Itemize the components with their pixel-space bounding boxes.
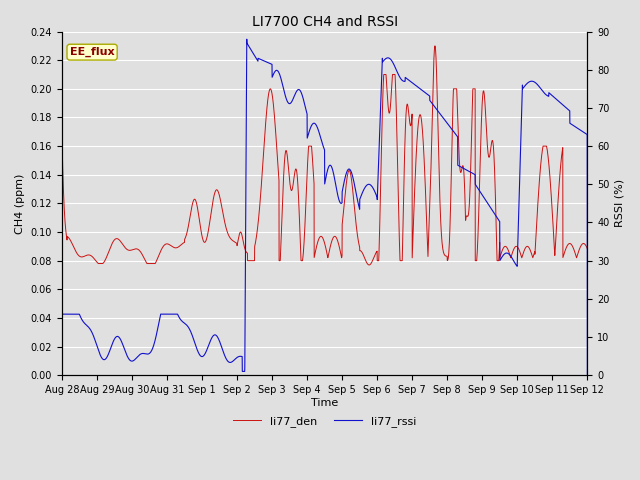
li77_rssi xyxy=(440,116,447,121)
li77_den xyxy=(365,262,373,268)
li77_rssi xyxy=(58,313,66,319)
li77_rssi xyxy=(243,36,251,42)
li77_rssi xyxy=(541,91,549,97)
li77_den xyxy=(568,242,575,248)
li77_rssi xyxy=(584,372,591,378)
Y-axis label: CH4 (ppm): CH4 (ppm) xyxy=(15,173,25,234)
li77_rssi xyxy=(568,121,575,127)
li77_rssi xyxy=(279,83,287,89)
Text: EE_flux: EE_flux xyxy=(70,47,115,57)
li77_den xyxy=(283,150,291,156)
li77_den xyxy=(279,196,287,202)
li77_den xyxy=(58,129,66,135)
Legend: li77_den, li77_rssi: li77_den, li77_rssi xyxy=(229,412,420,432)
li77_den xyxy=(431,43,439,49)
Line: li77_den: li77_den xyxy=(62,46,588,265)
Line: li77_rssi: li77_rssi xyxy=(62,39,588,375)
X-axis label: Time: Time xyxy=(311,398,339,408)
Y-axis label: RSSI (%): RSSI (%) xyxy=(615,180,625,228)
li77_den xyxy=(584,246,591,252)
li77_den xyxy=(440,251,448,256)
li77_rssi xyxy=(308,122,316,128)
li77_rssi xyxy=(283,98,291,104)
li77_den xyxy=(541,143,549,149)
Title: LI7700 CH4 and RSSI: LI7700 CH4 and RSSI xyxy=(252,15,397,29)
li77_den xyxy=(308,144,316,149)
